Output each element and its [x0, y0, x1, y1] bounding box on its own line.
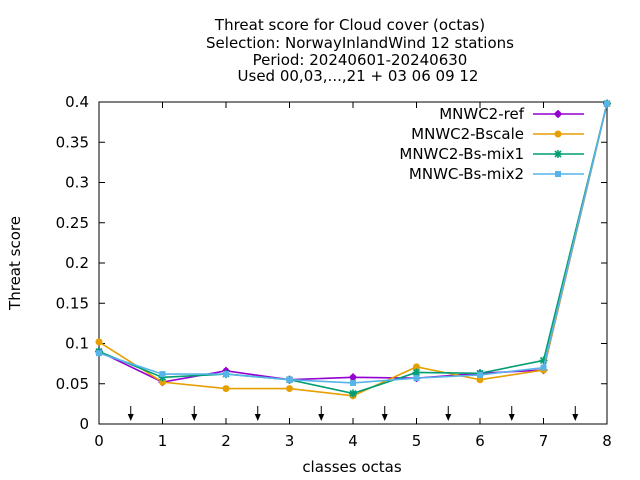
chart-title: Threat score for Cloud cover (octas) Sel… — [206, 16, 514, 85]
arrow-head — [127, 414, 134, 421]
x-tick-label: 1 — [158, 432, 168, 450]
class-boundary-arrows — [127, 406, 579, 421]
title-line-4: Used 00,03,...,21 + 03 06 09 12 — [238, 67, 479, 85]
x-tick-label: 2 — [221, 432, 231, 450]
x-tick-label: 5 — [412, 432, 422, 450]
series-lines — [95, 99, 611, 400]
point-marker — [159, 371, 166, 378]
y-tick-label: 0.15 — [56, 294, 89, 312]
legend-label: MNWC2-Bscale — [411, 125, 524, 143]
y-axis-label: Threat score — [6, 216, 24, 311]
point-marker — [540, 364, 547, 371]
legend-label: MNWC2-ref — [439, 105, 524, 123]
series-mnwc2-bscale — [95, 100, 611, 400]
title-line-1: Threat score for Cloud cover (octas) — [214, 16, 485, 34]
point-marker — [554, 110, 562, 118]
y-tick-label: 0.4 — [65, 93, 89, 111]
x-tick-label: 7 — [539, 432, 549, 450]
arrow-head — [254, 414, 261, 421]
point-marker — [159, 378, 166, 386]
title-line-3: Period: 20240601-20240630 — [253, 51, 468, 69]
point-marker — [555, 171, 561, 177]
series-line — [98, 103, 608, 383]
point-marker — [222, 385, 230, 393]
point-marker — [286, 376, 293, 383]
x-tick-label: 8 — [602, 432, 612, 450]
point-marker — [413, 363, 420, 371]
point-marker — [476, 376, 484, 384]
point-marker — [556, 152, 560, 156]
series-mnwc2-ref — [95, 99, 611, 387]
y-tick-label: 0 — [79, 415, 89, 433]
point-marker — [96, 350, 102, 357]
axis-ticks: 0 1 2 3 4 5 6 7 8 0 0.05 0.1 0.15 0.2 0.25 0.3 0.35 0.4 — [56, 93, 612, 450]
point-marker — [95, 338, 103, 346]
series-mnwc2-bs-mix1 — [95, 99, 611, 398]
series-line — [98, 103, 608, 397]
series-mnwc-bs-mix2 — [96, 100, 610, 386]
legend-label: MNWC2-Bs-mix1 — [399, 145, 524, 163]
x-tick-label: 0 — [94, 432, 104, 450]
x-tick-label: 6 — [475, 432, 485, 450]
point-marker — [286, 385, 293, 393]
y-tick-label: 0.2 — [65, 254, 89, 272]
arrow-head — [572, 414, 579, 421]
x-tick-label: 3 — [285, 432, 295, 450]
y-tick-label: 0.35 — [56, 133, 89, 151]
series-line — [98, 103, 608, 395]
arrow-head — [445, 414, 452, 421]
x-axis-label: classes octas — [302, 458, 402, 476]
arrow-head — [191, 414, 198, 421]
point-marker — [554, 130, 562, 138]
point-marker — [414, 370, 419, 375]
arrow-head — [508, 414, 515, 421]
point-marker — [413, 375, 420, 382]
point-marker — [477, 371, 483, 378]
x-tick-label: 4 — [348, 432, 358, 450]
legend: MNWC2-ref MNWC2-Bscale MNWC2-Bs-mix1 MNWC-B… — [399, 105, 584, 183]
point-marker — [350, 379, 356, 386]
point-marker — [351, 391, 355, 396]
title-line-2: Selection: NorwayInlandWind 12 stations — [206, 34, 514, 52]
legend-label: MNWC-Bs-mix2 — [409, 165, 524, 183]
arrow-head — [381, 414, 388, 421]
y-tick-label: 0.05 — [56, 375, 89, 393]
series-line — [98, 103, 608, 384]
point-marker — [223, 371, 229, 378]
y-tick-label: 0.1 — [65, 335, 89, 353]
arrow-head — [318, 414, 325, 421]
y-tick-label: 0.3 — [65, 174, 89, 192]
y-tick-label: 0.25 — [56, 214, 89, 232]
point-marker — [604, 100, 610, 107]
